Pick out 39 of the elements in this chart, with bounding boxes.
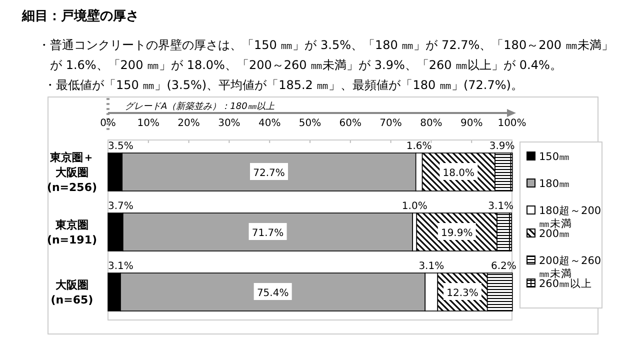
data-label: 1.6% — [406, 141, 432, 152]
legend-label: 180超～200㎜未満 — [539, 205, 602, 230]
x-tick-label: 20% — [178, 118, 200, 129]
x-tick-label: 40% — [258, 118, 281, 129]
data-label: 3.1% — [488, 201, 514, 212]
data-label: 3.7% — [108, 201, 134, 212]
data-label: 3.5% — [108, 141, 134, 152]
x-tick-label: 60% — [339, 118, 362, 129]
data-label: 72.7% — [253, 168, 285, 179]
text: ・最低値が「150 ㎜」(3.5%)、平均値が「185.2 ㎜」、最頻値が「180 ㎜」(72.7%)。 — [44, 78, 523, 92]
x-tick-label: 0% — [100, 118, 116, 129]
data-label: 75.4% — [256, 288, 289, 299]
x-tick-label: 90% — [460, 118, 483, 129]
text: グレードA（新築並み）：180㎜以上 — [125, 101, 274, 112]
legend-label: 180㎜ — [539, 178, 570, 190]
data-label: 12.3% — [446, 288, 478, 299]
data-label: 6.2% — [491, 261, 516, 272]
data-label: 3.1% — [418, 261, 444, 272]
data-label: 18.0% — [442, 168, 475, 179]
x-tick-label: 10% — [137, 118, 160, 129]
x-tick-label: 50% — [298, 118, 322, 129]
x-tick-label: 70% — [380, 118, 402, 129]
y-tick-label: 東京圏＋大阪圏(n=256) — [46, 151, 98, 194]
y-tick-label: 大阪圏(n=65) — [50, 278, 94, 306]
x-tick-label: 30% — [218, 118, 240, 129]
legend-label: 260㎜以上 — [539, 277, 592, 290]
data-label: 71.7% — [252, 228, 284, 239]
data-label: 3.1% — [108, 261, 134, 272]
legend-label: 150㎜ — [539, 151, 570, 163]
text: ・普通コンクリートの界壁の厚さは、「150 ㎜」が 3.5%、「180 ㎜」が 72.7%、「180～200 ㎜未満」 — [38, 38, 614, 52]
data-label: 3.9% — [489, 141, 515, 152]
data-label: 19.9% — [440, 228, 473, 239]
legend-label: 200㎜ — [539, 228, 570, 240]
text: が 1.6%、「200 ㎜」が 18.0%、「200～260 ㎜未満」が 3.9%、「260 ㎜以上」が 0.4%。 — [50, 58, 562, 72]
chart-title: 細目：戸境壁の厚さ — [21, 8, 139, 24]
y-tick-label: 東京圏(n=191) — [46, 218, 98, 246]
x-tick-label: 80% — [420, 118, 442, 129]
data-label: 1.0% — [402, 201, 428, 212]
x-tick-label: 100% — [498, 118, 526, 129]
